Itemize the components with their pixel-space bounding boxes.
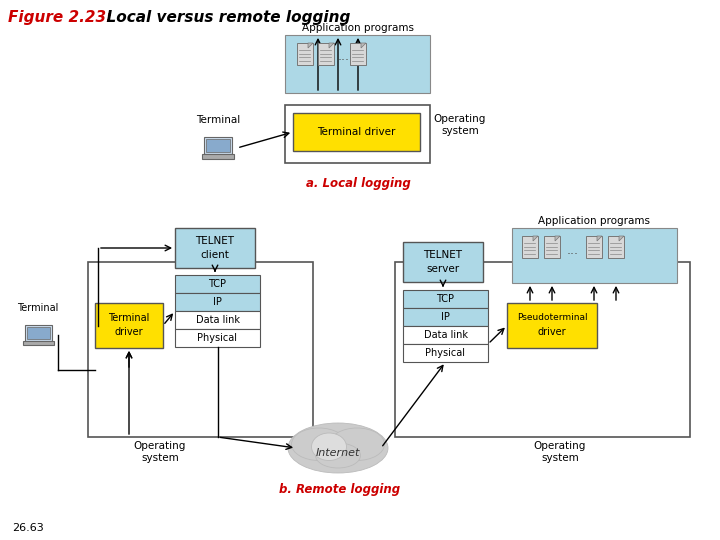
Bar: [285, 105, 430, 163]
Polygon shape: [329, 43, 334, 48]
Text: Operating: Operating: [134, 441, 186, 451]
Text: driver: driver: [114, 327, 143, 337]
Polygon shape: [619, 236, 624, 241]
Text: a. Local logging: a. Local logging: [305, 177, 410, 190]
Bar: [27, 327, 50, 339]
Bar: [175, 275, 260, 293]
Text: Application programs: Application programs: [539, 216, 650, 226]
Text: IP: IP: [213, 297, 222, 307]
Text: Operating: Operating: [534, 441, 586, 451]
Text: system: system: [541, 453, 579, 463]
Bar: [88, 262, 313, 437]
Text: Figure 2.23:: Figure 2.23:: [8, 10, 112, 25]
Bar: [24, 325, 52, 341]
Polygon shape: [308, 43, 313, 48]
Text: TELNET: TELNET: [423, 250, 462, 260]
Text: Terminal driver: Terminal driver: [318, 127, 396, 137]
Polygon shape: [555, 236, 560, 241]
Text: driver: driver: [538, 327, 567, 337]
Bar: [395, 262, 690, 437]
Text: ...: ...: [338, 51, 350, 64]
Bar: [586, 236, 602, 258]
Bar: [403, 344, 488, 362]
Text: Application programs: Application programs: [302, 23, 413, 33]
Bar: [297, 43, 313, 65]
Text: system: system: [141, 453, 179, 463]
Ellipse shape: [288, 423, 388, 473]
Bar: [202, 154, 234, 159]
Text: Terminal: Terminal: [108, 313, 150, 323]
Bar: [318, 43, 334, 65]
Bar: [522, 236, 538, 258]
Polygon shape: [361, 43, 366, 48]
Bar: [512, 228, 677, 283]
Text: Physical: Physical: [197, 333, 238, 343]
Bar: [403, 242, 483, 282]
Text: TCP: TCP: [209, 279, 227, 289]
Bar: [175, 311, 260, 329]
Polygon shape: [533, 236, 538, 241]
Text: Data link: Data link: [423, 330, 467, 340]
Text: system: system: [441, 126, 479, 136]
Text: Physical: Physical: [426, 348, 466, 358]
Text: Operating: Operating: [434, 114, 486, 124]
Bar: [507, 303, 597, 348]
Bar: [206, 139, 230, 152]
Text: TELNET: TELNET: [196, 236, 235, 246]
Bar: [95, 303, 163, 348]
Bar: [544, 236, 560, 258]
Text: Data link: Data link: [196, 315, 240, 325]
Text: 26.63: 26.63: [12, 523, 44, 533]
Text: Local versus remote logging: Local versus remote logging: [96, 10, 351, 25]
Ellipse shape: [312, 433, 346, 461]
Bar: [403, 290, 488, 308]
Text: IP: IP: [441, 312, 450, 322]
Text: b. Remote logging: b. Remote logging: [279, 483, 400, 496]
Bar: [175, 228, 255, 268]
Bar: [204, 137, 233, 154]
Polygon shape: [597, 236, 602, 241]
Bar: [293, 113, 420, 151]
Ellipse shape: [330, 428, 384, 461]
Text: server: server: [426, 264, 459, 274]
Text: Pseudoterminal: Pseudoterminal: [517, 314, 588, 322]
Text: Terminal: Terminal: [196, 115, 240, 125]
Bar: [175, 329, 260, 347]
Bar: [403, 308, 488, 326]
Bar: [350, 43, 366, 65]
Text: Terminal: Terminal: [17, 303, 59, 313]
Bar: [403, 326, 488, 344]
Text: Internet: Internet: [316, 448, 360, 458]
Text: ...: ...: [567, 244, 579, 256]
Bar: [175, 293, 260, 311]
Text: client: client: [201, 250, 230, 260]
Bar: [22, 341, 53, 346]
Bar: [285, 35, 430, 93]
Bar: [608, 236, 624, 258]
Ellipse shape: [315, 443, 361, 468]
Ellipse shape: [292, 428, 346, 461]
Text: TCP: TCP: [436, 294, 454, 304]
